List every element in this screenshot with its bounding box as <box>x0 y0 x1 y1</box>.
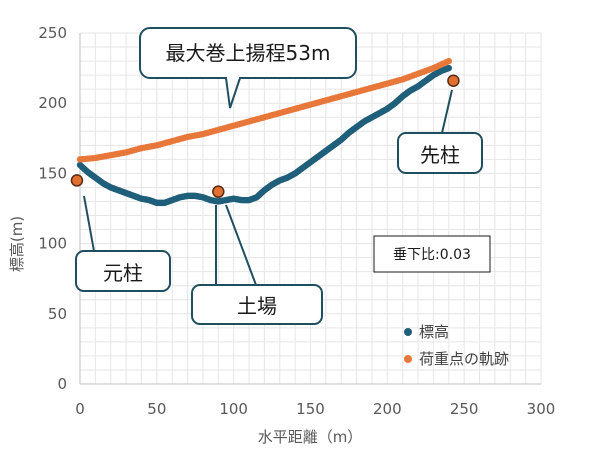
legend-marker-load-path <box>404 355 412 363</box>
callout-motobashira: 元柱 <box>75 195 171 292</box>
x-axis-title: 水平距離（m） <box>258 428 363 446</box>
x-tick-label: 150 <box>296 400 325 418</box>
callout-doba: 土場 <box>191 204 323 325</box>
x-tick-label: 0 <box>75 400 85 418</box>
x-tick-label: 50 <box>147 400 166 418</box>
y-axis-title: 標高(m) <box>8 216 26 272</box>
y-tick-label: 200 <box>38 94 67 112</box>
legend-label-elevation: 標高 <box>419 323 449 341</box>
series-load-path <box>76 57 452 163</box>
y-tick-label: 250 <box>38 24 67 42</box>
marker-points <box>70 74 460 198</box>
y-tick-labels: 0 50 100 150 200 250 <box>38 24 67 393</box>
marker-point-2 <box>447 74 460 87</box>
callout-max-lift: 最大巻上揚程53m <box>139 27 357 109</box>
legend: 標高 荷重点の軌跡 <box>404 323 509 368</box>
legend-label-load-path: 荷重点の軌跡 <box>419 350 509 368</box>
marker-point-1 <box>212 185 225 198</box>
axes <box>79 33 541 385</box>
y-tick-label: 150 <box>38 164 67 182</box>
marker-point-0 <box>70 174 84 187</box>
callout-ratio-text: 垂下比:0.03 <box>393 247 471 263</box>
x-tick-labels: 0 50 100 150 200 250 300 <box>75 400 555 418</box>
callout-ratio: 垂下比:0.03 <box>373 235 491 273</box>
data-point-load-path <box>445 57 452 65</box>
callout-max-lift-text: 最大巻上揚程53m <box>166 41 331 65</box>
series-elevation <box>76 64 452 207</box>
x-tick-label: 300 <box>527 400 556 418</box>
legend-marker-elevation <box>404 328 412 336</box>
y-tick-label: 50 <box>48 305 67 323</box>
y-tick-label: 0 <box>57 375 67 393</box>
data-point-elevation <box>445 64 452 72</box>
x-tick-label: 200 <box>373 400 402 418</box>
callout-sakibashira-text: 先柱 <box>420 143 460 167</box>
grid-lines <box>79 32 542 385</box>
x-tick-label: 100 <box>219 400 248 418</box>
callout-doba-text: 土場 <box>237 294 277 318</box>
x-tick-label: 250 <box>450 400 479 418</box>
callout-motobashira-text: 元柱 <box>103 261 143 285</box>
y-tick-label: 100 <box>38 235 67 253</box>
callout-sakibashira: 先柱 <box>397 89 483 174</box>
